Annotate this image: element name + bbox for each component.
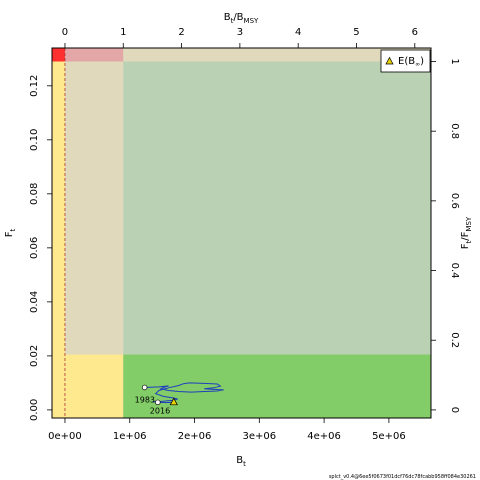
right-tick-label: 0.4: [449, 263, 460, 279]
x-tick-label: 3e+06: [243, 431, 277, 442]
legend-label: E(B∞): [398, 56, 424, 68]
top-tick-label: 3: [237, 27, 243, 38]
y-tick-label: 0.12: [29, 75, 40, 97]
right-axis-label: Ft/FMSY: [460, 216, 473, 249]
right-tick-label: 0.2: [449, 332, 460, 348]
top-tick-label: 0: [62, 27, 68, 38]
region-lower-left: [52, 354, 124, 418]
start-year-label: 1983: [135, 395, 155, 404]
y-tick-label: 0.08: [29, 183, 40, 205]
expected-biomass-marker: [169, 397, 178, 406]
y-tick-label: 0.06: [29, 237, 40, 259]
top-tick-label: 2: [178, 27, 184, 38]
plot-frame: [51, 47, 432, 419]
right-tick-label: 0: [449, 407, 460, 413]
top-tick-label: 1: [120, 27, 126, 38]
y-tick-label: 0.10: [29, 129, 40, 151]
region-curve: [64, 294, 95, 355]
region-top-strip: [123, 48, 431, 62]
legend: E(B∞): [380, 49, 431, 73]
x-axis-label: Bt: [236, 455, 246, 468]
top-tick-label: 4: [295, 27, 301, 38]
right-tick-label: 0.6: [449, 193, 460, 209]
region-light-red: [64, 48, 124, 62]
top-tick-label: 5: [353, 27, 359, 38]
y-tick-label: 0.00: [29, 399, 40, 421]
top-axis-label: Bt/BMSY: [224, 12, 259, 25]
end-point: [155, 399, 161, 406]
x-tick-label: 5e+06: [372, 431, 406, 442]
y-tick-label: 0.02: [29, 345, 40, 367]
right-tick-label: 0.8: [449, 123, 460, 139]
start-point: [141, 384, 148, 391]
right-tick-label: 1: [449, 58, 460, 64]
y-tick-label: 0.04: [29, 291, 40, 313]
x-tick-label: 1e+06: [113, 431, 147, 442]
end-year-label: 2016: [150, 406, 170, 415]
x-tick-label: 4e+06: [307, 431, 341, 442]
top-tick-label: 6: [412, 27, 418, 38]
x-tick-label: 0e+00: [48, 431, 82, 442]
region-left-strip: [52, 48, 65, 418]
x-tick-label: 2e+06: [178, 431, 212, 442]
y-axis-label: Ft: [4, 228, 17, 237]
region-red-corner: [52, 48, 65, 62]
legend-triangle-icon: [385, 56, 394, 65]
footer-note: splct_v0.4@6ee5f0673f01dcf76dc78fcabb958…: [329, 474, 476, 480]
legend-box: [380, 49, 431, 73]
